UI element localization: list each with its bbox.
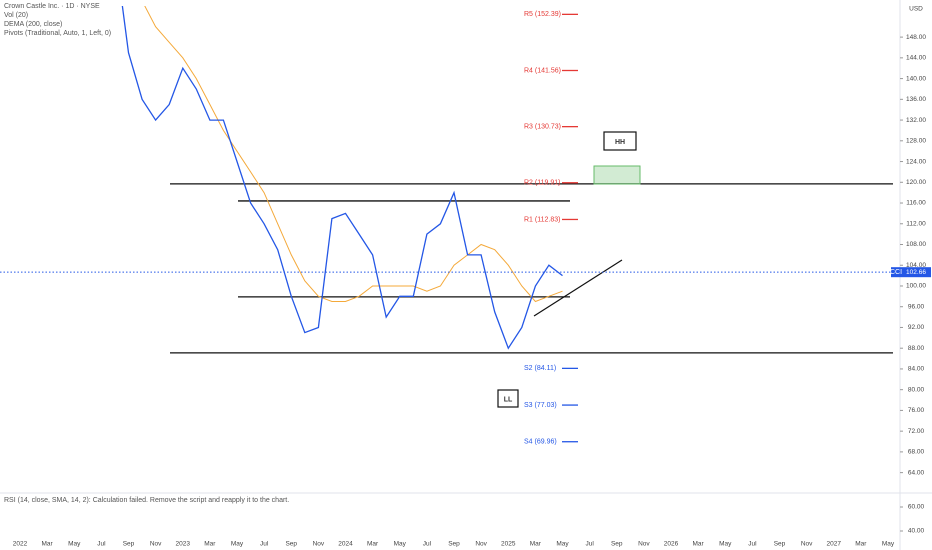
y-tick-label: 112.00 [906,220,926,227]
x-tick-label: May [556,541,569,548]
x-tick-label: Mar [367,541,379,548]
y-tick-label: 68.00 [908,449,925,456]
series-line [121,6,563,350]
annotation: LL [504,396,513,403]
pivot-label: S2 (84.11) [524,365,556,372]
x-tick-label: Nov [801,541,813,548]
x-tick-label: Nov [313,541,325,548]
rsi-tick-label: 40.00 [908,528,925,535]
chart-title: Crown Castle Inc. · 1D · NYSE [4,3,100,10]
series-line [144,6,563,303]
symbol-label: CCI [890,269,902,276]
rsi-note: RSI (14, close, SMA, 14, 2): Calculation… [4,497,289,504]
x-tick-label: 2023 [176,541,191,548]
x-tick-label: 2022 [13,541,28,548]
x-tick-label: Jul [260,541,269,548]
x-tick-label: Jul [748,541,757,548]
target-box [593,165,641,185]
symbol-tag [891,267,901,278]
y-tick-label: 132.00 [906,117,926,124]
x-tick-label: Mar [530,541,542,548]
x-tick-label: Sep [774,541,786,548]
y-tick-label: 100.00 [906,283,926,290]
x-tick-label: Jul [585,541,594,548]
pivot-label: S4 (69.96) [524,439,557,446]
trend-line [533,259,623,317]
x-tick-label: Mar [855,541,867,548]
x-tick-label: Jul [97,541,106,548]
x-tick-label: Mar [693,541,705,548]
pivot-label: R3 (130.73) [524,123,561,130]
x-tick-label: 2025 [501,541,516,548]
y-tick-label: 120.00 [906,179,926,186]
x-tick-label: Mar [204,541,216,548]
y-tick-label: 64.00 [908,469,925,476]
y-tick-label: 96.00 [908,303,925,310]
x-tick-label: Nov [150,541,162,548]
x-tick-label: May [394,541,407,548]
y-tick-label: 76.00 [908,407,925,414]
currency: USD [909,6,923,13]
y-tick-label: 116.00 [906,200,926,207]
x-tick-label: May [719,541,732,548]
annotation-box [603,131,637,151]
rsi-tick-label: 60.00 [908,504,925,511]
last-price-tag [901,267,931,278]
plot: R5 (152.39) R4 (141.56) R3 (130.73) R2 (119… [121,6,893,446]
annotation-box [497,389,519,408]
indicator-label: Pivots (Traditional, Auto, 1, Left, 0) [4,30,111,37]
pivot-label: R5 (152.39) [524,11,561,18]
x-tick-label: Nov [638,541,650,548]
x-tick-label: May [882,541,895,548]
y-tick-label: 92.00 [908,324,925,331]
x-tick-label: Mar [42,541,54,548]
y-tick-label: 136.00 [906,96,926,103]
pivot-label: R1 (112.83) [524,216,560,223]
x-tick-label: Sep [123,541,135,548]
y-tick-label: 140.00 [906,75,926,82]
x-tick-label: May [68,541,81,548]
pivot-label: R4 (141.56) [524,67,561,74]
pivot-label: S3 (77.03) [524,402,557,409]
indicator-label: DEMA (200, close) [4,21,62,28]
x-tick-label: Sep [285,541,297,548]
y-tick-label: 72.00 [908,428,925,435]
x-tick-label: May [231,541,244,548]
y-tick-label: 104.00 [906,262,926,269]
x-tick-label: 2026 [664,541,679,548]
pivot-label: R2 (119.91) [524,180,560,187]
x-tick-label: 2027 [827,541,842,548]
annotation: HH [615,139,625,146]
y-tick-label: 88.00 [908,345,925,352]
y-tick-label: 128.00 [906,138,926,145]
y-tick-label: 108.00 [906,241,926,248]
y-tick-label: 84.00 [908,366,925,373]
y-tick-label: 80.00 [908,386,925,393]
y-tick-label: 144.00 [906,55,926,62]
indicator-label: Vol (20) [4,12,28,19]
x-tick-label: Sep [448,541,460,548]
last-price-label: 102.66 [906,269,926,276]
y-tick-label: 124.00 [906,158,926,165]
x-tick-label: Sep [611,541,623,548]
x-tick-label: 2024 [338,541,353,548]
x-tick-label: Jul [423,541,432,548]
y-tick-label: 148.00 [906,34,926,41]
x-tick-label: Nov [475,541,487,548]
